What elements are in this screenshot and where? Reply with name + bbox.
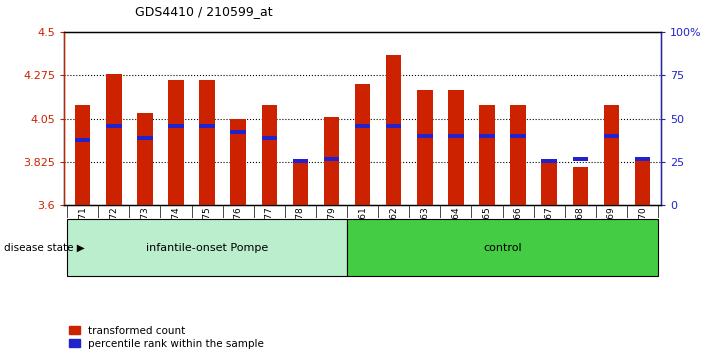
Text: GSM947471: GSM947471 [78,206,87,261]
Bar [67,219,347,276]
Text: infantile-onset Pompe: infantile-onset Pompe [146,243,268,253]
Bar [542,159,557,163]
Bar [199,124,215,129]
Bar [137,136,153,140]
Bar [417,90,432,205]
Text: GSM947469: GSM947469 [607,206,616,261]
Bar [510,134,526,138]
Bar [324,157,339,161]
Bar [510,105,526,205]
Text: GSM947478: GSM947478 [296,206,305,261]
Bar [479,105,495,205]
Text: GSM947467: GSM947467 [545,206,554,261]
Bar [635,157,651,161]
Bar [106,124,122,129]
Legend: transformed count, percentile rank within the sample: transformed count, percentile rank withi… [69,326,264,349]
Text: GSM947462: GSM947462 [389,206,398,261]
Bar [75,138,90,142]
Bar [262,105,277,205]
Bar [572,157,588,161]
Bar [347,219,658,276]
Text: GSM947464: GSM947464 [451,206,461,261]
Bar [106,74,122,205]
Text: GSM947466: GSM947466 [513,206,523,261]
Bar [386,55,402,205]
Bar [448,90,464,205]
Bar [604,134,619,138]
Text: GSM947479: GSM947479 [327,206,336,261]
Bar [635,159,651,205]
Bar [169,124,183,129]
Text: GSM947468: GSM947468 [576,206,585,261]
Bar [604,105,619,205]
Bar [137,113,153,205]
Bar [572,167,588,205]
Bar [448,134,464,138]
Bar [75,105,90,205]
Text: control: control [483,243,522,253]
Text: GSM947461: GSM947461 [358,206,367,261]
Bar [479,134,495,138]
Text: GDS4410 / 210599_at: GDS4410 / 210599_at [135,5,273,18]
Text: GSM947477: GSM947477 [264,206,274,261]
Text: GSM947475: GSM947475 [203,206,212,261]
Bar [542,161,557,205]
Text: GSM947476: GSM947476 [234,206,242,261]
Text: GSM947474: GSM947474 [171,206,181,261]
Bar [386,124,402,129]
Bar [324,117,339,205]
Text: GSM947470: GSM947470 [638,206,647,261]
Bar [230,130,246,134]
Text: GSM947472: GSM947472 [109,206,118,261]
Bar [417,134,432,138]
Bar [169,80,183,205]
Bar [230,119,246,205]
Bar [355,124,370,129]
Bar [199,80,215,205]
Bar [293,159,308,163]
Bar [355,84,370,205]
Bar [293,161,308,205]
Text: GSM947465: GSM947465 [483,206,491,261]
Bar [262,136,277,140]
Text: GSM947463: GSM947463 [420,206,429,261]
Text: disease state ▶: disease state ▶ [4,243,85,253]
Text: GSM947473: GSM947473 [140,206,149,261]
